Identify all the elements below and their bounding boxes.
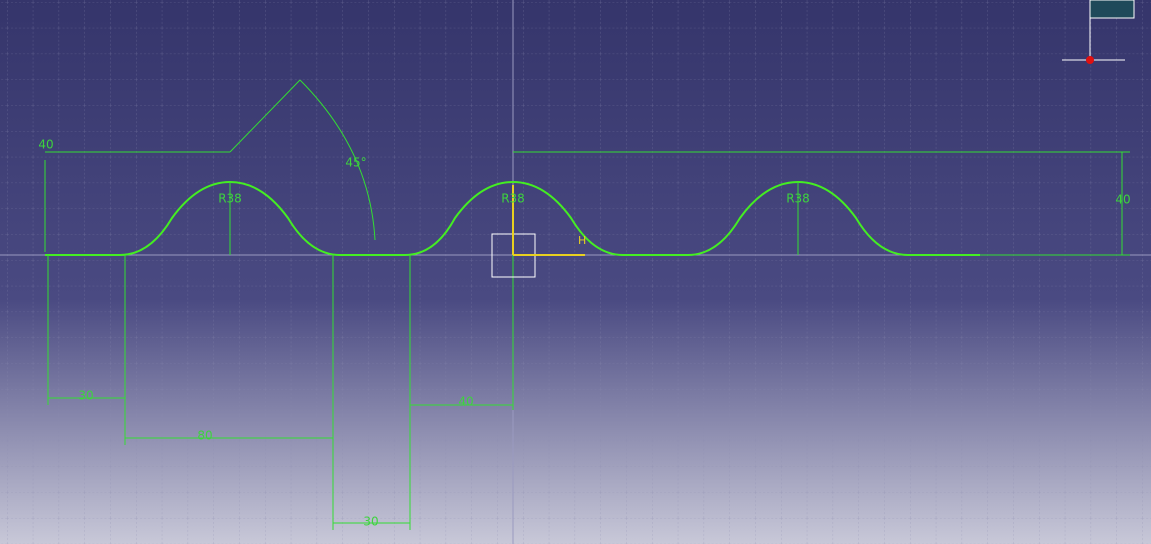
dimension-label: R38 <box>501 192 525 206</box>
dimension-lines <box>44 79 1130 530</box>
dimension-label: 40 <box>38 138 53 152</box>
dimension-label: R38 <box>786 192 810 206</box>
h-label: H <box>578 234 586 247</box>
dimension-label: 40 <box>458 395 473 409</box>
dimension-label: R38 <box>218 192 242 206</box>
dimension-label: 30 <box>78 389 93 403</box>
compass-origin <box>1086 56 1094 64</box>
dimension-label: 30 <box>363 515 378 529</box>
dimension-label: 45° <box>345 156 366 170</box>
compass-plane <box>1089 0 1135 19</box>
dimension-label: 40 <box>1115 193 1130 207</box>
dimension-label: 80 <box>197 429 212 443</box>
